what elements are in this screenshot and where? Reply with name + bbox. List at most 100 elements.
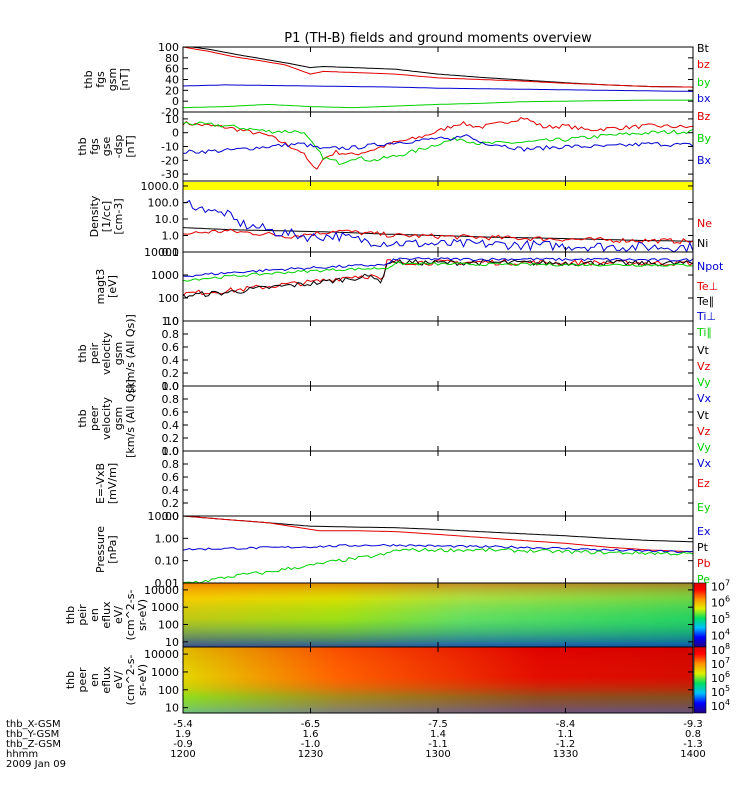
y-tick-label: 0.10 (155, 555, 180, 568)
x-axis-annotation: thb_X-GSM -5.4 -6.5 -7.5 -8.4 -9.3 thb_Y-GSM 1.… (6, 719, 706, 770)
legend-bz: bz (697, 58, 710, 71)
series-ni (182, 227, 693, 242)
x-axis-value: -1.3 (683, 739, 703, 750)
spectrogram-overlay (183, 583, 693, 647)
series-te (182, 259, 694, 297)
y-tick-label: 100 (158, 292, 179, 305)
panel-frame (182, 111, 694, 182)
x-axis-row-label: thb_Y-GSM (6, 729, 59, 740)
legend-vz: Vz (697, 360, 711, 373)
panel-6: 0.00.20.40.60.81.0thbpeervelocitygsm[km/… (76, 379, 712, 470)
x-axis-value: -8.4 (556, 719, 576, 730)
legend-npot: Npot (697, 260, 724, 273)
y-tick-label: 0.8 (162, 458, 180, 471)
y-axis-label: thbfgsgse-dsp[nT] (76, 135, 137, 159)
y-axis-label: Pressure[nPa] (94, 526, 119, 573)
series-bz (182, 46, 694, 88)
series-by (182, 121, 694, 166)
y-axis-label: thbpeirenefluxeV/(cm^2-s-sr-eV) (64, 590, 149, 641)
y-axis-label: E=-VxB[mV/m] (94, 463, 119, 504)
x-axis-row-label: thb_X-GSM (6, 719, 61, 730)
y-axis-label: Density[1/cc][cm-3] (88, 195, 125, 237)
y-tick-label: 1000.0 (141, 180, 180, 193)
y-tick-label: 0.2 (162, 432, 180, 445)
panel-5: 0.00.20.40.60.81.0thbpeirvelocitygsm[km/… (76, 314, 712, 405)
series-pb (182, 515, 694, 553)
legend-vt: Vt (697, 409, 710, 422)
colorbar (693, 646, 707, 714)
legend-bx: bx (697, 92, 711, 105)
y-tick-label: 0.0 (162, 445, 180, 458)
x-axis-value: 1.6 (303, 729, 319, 740)
y-tick-label: 1.00 (155, 532, 180, 545)
y-tick-label: 0.1 (162, 246, 180, 259)
series-ti (182, 261, 693, 282)
legend-ex: Ex (697, 525, 711, 538)
colorbar (693, 582, 707, 648)
series-pi (182, 543, 694, 554)
y-tick-label: 0.6 (162, 471, 180, 484)
date-label: 2009 Jan 09 (6, 759, 66, 770)
x-axis-value: 1200 (170, 749, 195, 760)
legend-vz: Vz (697, 425, 711, 438)
x-axis-value: -1.1 (428, 739, 448, 750)
y-tick-label: 10000 (144, 246, 179, 259)
y-tick-label: 0.01 (155, 577, 180, 590)
legend-ti: Ti⊥ (696, 310, 716, 323)
x-axis-value: -0.9 (173, 739, 193, 750)
y-tick-label: 100.0 (148, 196, 180, 209)
x-axis-value: 0.8 (685, 729, 701, 740)
y-tick-label: 60 (165, 63, 179, 76)
y-tick-label: 0 (172, 95, 179, 108)
y-tick-label: -30 (161, 168, 179, 181)
legend-vy: Vy (697, 441, 711, 454)
y-tick-label: 0.8 (162, 393, 180, 406)
y-tick-label: 0.6 (162, 341, 180, 354)
y-axis-label: thbpeerenefluxeV/(cm^2-s-sr-eV) (64, 655, 149, 706)
y-tick-label: 10.0 (155, 213, 180, 226)
panel-4: 10 100 1000 10000 magt3[eV] Te⊥ Te∥ Ti⊥ Ti∥ (94, 246, 718, 339)
x-axis-value: 1230 (298, 749, 323, 760)
x-axis-row-label: hhmm (6, 749, 38, 760)
legend-ni: Ni (697, 237, 708, 250)
x-axis-value: 1330 (553, 749, 578, 760)
x-axis-value: -1.0 (301, 739, 321, 750)
panel-frame (182, 450, 694, 517)
x-axis-value: 1.1 (558, 729, 574, 740)
y-axis-label: thbfgsgsm[nT] (82, 68, 131, 91)
colorbar-tick-label: 104 (711, 628, 730, 643)
x-axis-value: -1.2 (556, 739, 576, 750)
x-axis-value: 1.4 (430, 729, 446, 740)
y-tick-label: 10 (165, 113, 179, 126)
x-axis-value: -6.5 (301, 719, 321, 730)
y-tick-label: 0.2 (162, 367, 180, 380)
y-tick-label: -10 (161, 141, 179, 154)
legend-bz: Bz (697, 110, 711, 123)
colorbar-tick-label: 107 (711, 578, 730, 593)
y-tick-label: 1.0 (162, 315, 180, 328)
y-tick-label: 10 (165, 702, 179, 715)
y-tick-label: 0.4 (162, 419, 180, 432)
x-axis-value: 1.9 (175, 729, 191, 740)
legend-te: Te⊥ (696, 280, 718, 293)
y-tick-label: 1000 (151, 601, 179, 614)
y-axis-label: magt3[eV] (94, 269, 119, 305)
colorbar-tick-label: 107 (711, 656, 730, 671)
legend-vx: Vx (697, 392, 712, 405)
colorbar-tick-label: 106 (711, 670, 730, 685)
colorbar-tick-label: 105 (711, 611, 730, 626)
y-tick-label: 1000 (151, 666, 179, 679)
legend-ey: Ey (697, 501, 711, 514)
y-tick-label: 40 (165, 74, 179, 87)
y-tick-label: 10000 (144, 584, 179, 597)
chart-title: P1 (TH-B) fields and ground moments over… (284, 31, 592, 46)
legend-bt: Bt (697, 42, 710, 55)
x-axis-value: 1300 (425, 749, 450, 760)
legend-bx: Bx (697, 154, 712, 167)
series-npot (182, 199, 694, 253)
colorbar-tick-label: 106 (711, 595, 730, 610)
x-axis-value: 1400 (680, 749, 705, 760)
